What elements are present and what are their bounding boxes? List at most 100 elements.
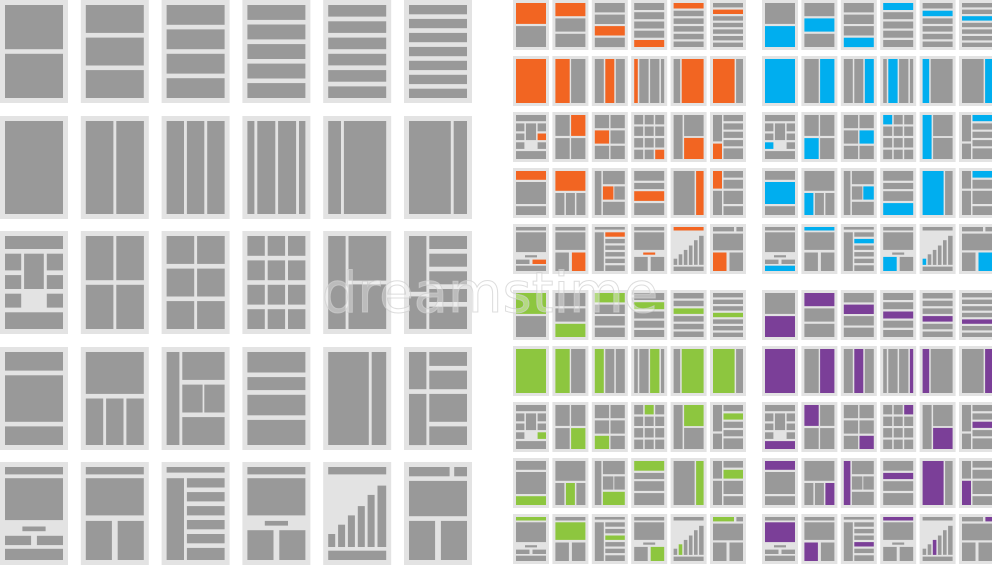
layout-block: [267, 236, 286, 256]
layout-block: [5, 236, 63, 249]
layout-block: [409, 236, 427, 292]
layout-block: [634, 126, 644, 136]
layout-block: [409, 352, 427, 390]
layout-block: [922, 266, 953, 271]
layout-block: [343, 121, 387, 214]
layout-tile: [0, 462, 68, 565]
layout-block: [854, 245, 874, 250]
layout-block: [537, 423, 546, 431]
layout-block: [825, 193, 835, 215]
layout-block: [765, 259, 779, 264]
layout-block: [909, 59, 914, 103]
layout-block: [843, 130, 859, 144]
layout-block: [883, 232, 914, 250]
layout-block: [893, 439, 903, 449]
layout-block: [673, 115, 683, 159]
layout-tile: [880, 346, 917, 396]
layout-tile: [762, 346, 798, 396]
layout-block: [602, 476, 614, 490]
layout-block: [409, 467, 450, 477]
layout-block: [673, 26, 704, 32]
layout-block: [565, 193, 575, 215]
layout-block: [610, 420, 625, 434]
layout-block: [843, 316, 874, 326]
layout-block: [634, 330, 665, 337]
layout-block: [927, 254, 932, 265]
layout-block: [605, 528, 625, 534]
layout-block: [673, 405, 683, 449]
layout-block: [922, 308, 953, 314]
layout-block: [843, 517, 874, 520]
layout-block: [820, 115, 835, 136]
layout-tile: [959, 0, 992, 50]
layout-block: [328, 21, 387, 33]
layout-tile: [404, 0, 472, 103]
layout-block: [634, 171, 665, 181]
layout-block: [786, 423, 795, 431]
layout-block: [409, 520, 436, 560]
layout-block: [594, 522, 604, 561]
layout-block: [166, 121, 184, 214]
layout-block: [883, 293, 914, 300]
layout-block: [948, 525, 953, 555]
layout-block: [904, 126, 914, 136]
layout-block: [904, 428, 914, 438]
layout-block: [409, 46, 467, 57]
layout-tile: [840, 458, 877, 508]
layout-block: [371, 352, 387, 445]
layout-block: [409, 74, 467, 85]
layout-block: [843, 349, 853, 393]
layout-block: [972, 131, 992, 138]
layout-tile: [710, 514, 746, 564]
layout-block: [673, 461, 695, 505]
layout-block: [804, 517, 835, 521]
layout-block: [673, 258, 678, 265]
layout-block: [765, 232, 795, 253]
layout-block: [804, 405, 819, 426]
layout-block: [765, 496, 795, 505]
layout-block: [723, 461, 743, 468]
layout-block: [781, 259, 795, 264]
layout-block: [962, 299, 992, 304]
layout-block: [688, 245, 693, 265]
layout-block: [429, 352, 467, 366]
layout-tile: [404, 116, 472, 219]
layout-block: [247, 5, 306, 20]
layout-tile: [513, 514, 549, 564]
layout-tile: [919, 402, 956, 452]
layout-block: [765, 293, 795, 314]
layout-tile: [670, 290, 707, 340]
watermark: dreamstime: [322, 261, 658, 326]
layout-block: [765, 549, 779, 554]
layout-block: [893, 126, 903, 136]
layout-block: [854, 232, 874, 237]
layout-block: [843, 522, 853, 561]
layout-tile: [801, 346, 838, 396]
layout-block: [594, 26, 625, 36]
layout-block: [883, 517, 914, 521]
layout-block: [328, 37, 387, 50]
layout-block: [804, 227, 835, 231]
layout-tile: [242, 231, 311, 334]
layout-block: [46, 293, 63, 308]
layout-block: [267, 309, 286, 329]
layout-block: [972, 140, 992, 147]
layout-block: [699, 525, 704, 555]
layout-block: [634, 256, 648, 271]
layout-block: [765, 316, 795, 337]
layout-block: [713, 312, 743, 318]
layout-block: [962, 312, 992, 318]
layout-block: [820, 252, 835, 271]
layout-block: [85, 520, 112, 560]
layout-tile: [840, 346, 877, 396]
layout-block: [348, 236, 387, 281]
layout-block: [854, 349, 864, 393]
layout-block: [948, 235, 953, 265]
layout-block: [888, 59, 898, 103]
layout-block: [106, 398, 124, 445]
layout-block: [644, 115, 654, 125]
layout-block: [634, 40, 665, 47]
layout-block: [610, 405, 625, 419]
layout-block: [922, 517, 953, 521]
layout-block: [166, 301, 195, 329]
